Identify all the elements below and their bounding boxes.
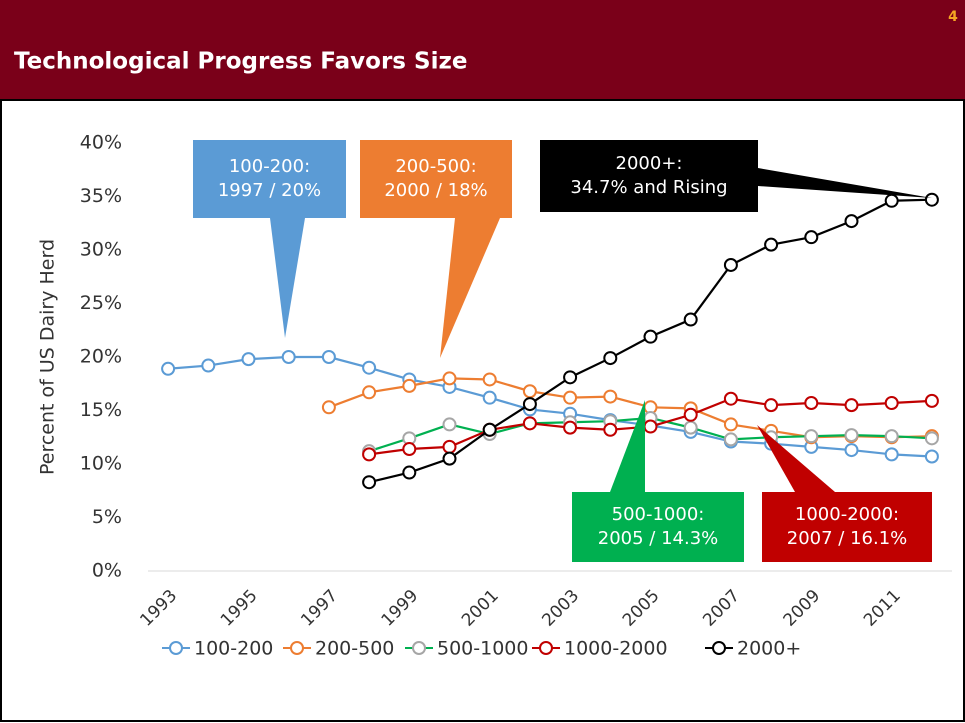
callout-text: 200-500: [395, 156, 476, 177]
series-marker [362, 447, 377, 462]
y-tick-label: 20% [80, 346, 122, 368]
callout-box [540, 140, 758, 212]
legend-marker [290, 641, 304, 655]
series-marker [442, 417, 457, 432]
legend-label: 500-1000 [437, 638, 528, 660]
series-marker [281, 350, 296, 364]
y-tick-label: 15% [80, 399, 122, 421]
series-marker [884, 429, 899, 444]
series-marker [924, 449, 939, 464]
callout-text: 1000-2000: [795, 504, 899, 525]
series-marker [482, 390, 497, 405]
series-marker [884, 396, 899, 411]
series-marker [723, 391, 738, 406]
series-marker [884, 447, 899, 462]
callout-text: 500-1000: [612, 504, 705, 525]
series-marker [402, 442, 417, 457]
series-marker [442, 439, 457, 454]
legend-marker [539, 641, 553, 655]
series-marker [723, 257, 738, 272]
series-marker [522, 416, 537, 431]
series-marker [603, 389, 618, 404]
callout-box [360, 140, 512, 218]
series-marker [402, 378, 417, 393]
series-marker [362, 385, 377, 400]
series-marker [161, 361, 176, 376]
series-marker [804, 230, 819, 245]
y-tick-label: 35% [80, 185, 122, 207]
page-number: 4 [948, 9, 958, 25]
callout-pointer [757, 425, 835, 492]
callout-text: 34.7% and Rising [570, 177, 727, 198]
series-marker [723, 417, 738, 432]
series-marker [482, 372, 497, 387]
series-marker [844, 428, 859, 443]
y-tick-label: 0% [92, 560, 122, 582]
legend-label: 2000+ [737, 638, 801, 660]
series-marker [603, 351, 618, 366]
legend-label: 1000-2000 [564, 638, 668, 660]
y-tick-label: 30% [80, 239, 122, 261]
series-marker [241, 352, 256, 367]
series-marker [442, 371, 457, 386]
series-marker [201, 358, 216, 373]
series-marker [764, 398, 779, 413]
y-tick-label: 25% [80, 292, 122, 314]
series-marker [683, 420, 698, 435]
callout-pointer [270, 218, 305, 338]
series-marker [924, 192, 939, 207]
legend-marker [712, 641, 726, 655]
slide-title: Technological Progress Favors Size [14, 49, 467, 75]
callout-box [572, 492, 744, 562]
series-marker [764, 237, 779, 252]
series-marker [844, 214, 859, 229]
series-marker [844, 443, 859, 458]
series-marker [643, 419, 658, 434]
series-marker [522, 384, 537, 399]
series-marker [884, 193, 899, 208]
callout-pointer [440, 218, 500, 358]
legend-marker [412, 641, 426, 655]
legend-marker [169, 641, 183, 655]
series-marker [924, 431, 939, 446]
series-marker [563, 420, 578, 435]
y-axis-label: Percent of US Dairy Herd [37, 239, 59, 475]
series-marker [362, 360, 377, 375]
series-marker [683, 407, 698, 422]
callout-box [193, 140, 346, 218]
series-marker [482, 422, 497, 437]
callout-text: 2000 / 18% [384, 180, 487, 201]
series-marker [924, 393, 939, 408]
header-band [0, 0, 965, 100]
callout-box [762, 492, 932, 562]
series-marker [563, 390, 578, 405]
series-marker [683, 312, 698, 327]
series-marker [442, 451, 457, 466]
series-marker [321, 350, 336, 364]
series-marker [804, 429, 819, 444]
series-marker [844, 398, 859, 413]
y-tick-label: 10% [80, 453, 122, 475]
series-marker [362, 475, 377, 490]
y-tick-label: 40% [80, 132, 122, 154]
callout-text: 2005 / 14.3% [598, 528, 719, 549]
callout-text: 100-200: [229, 156, 310, 177]
y-tick-label: 5% [92, 506, 122, 528]
series-marker [402, 465, 417, 480]
callout-text: 2000+: [616, 153, 683, 174]
series-marker [522, 397, 537, 412]
series-marker [603, 422, 618, 437]
legend-label: 100-200 [194, 638, 273, 660]
series-marker [321, 400, 336, 415]
series-marker [723, 432, 738, 447]
callout-text: 1997 / 20% [218, 180, 321, 201]
legend-label: 200-500 [315, 638, 394, 660]
series-marker [643, 329, 658, 344]
series-marker [563, 370, 578, 385]
callout-pointer [610, 400, 645, 492]
callout-text: 2007 / 16.1% [787, 528, 908, 549]
callout-pointer [758, 168, 932, 198]
series-marker [804, 396, 819, 411]
